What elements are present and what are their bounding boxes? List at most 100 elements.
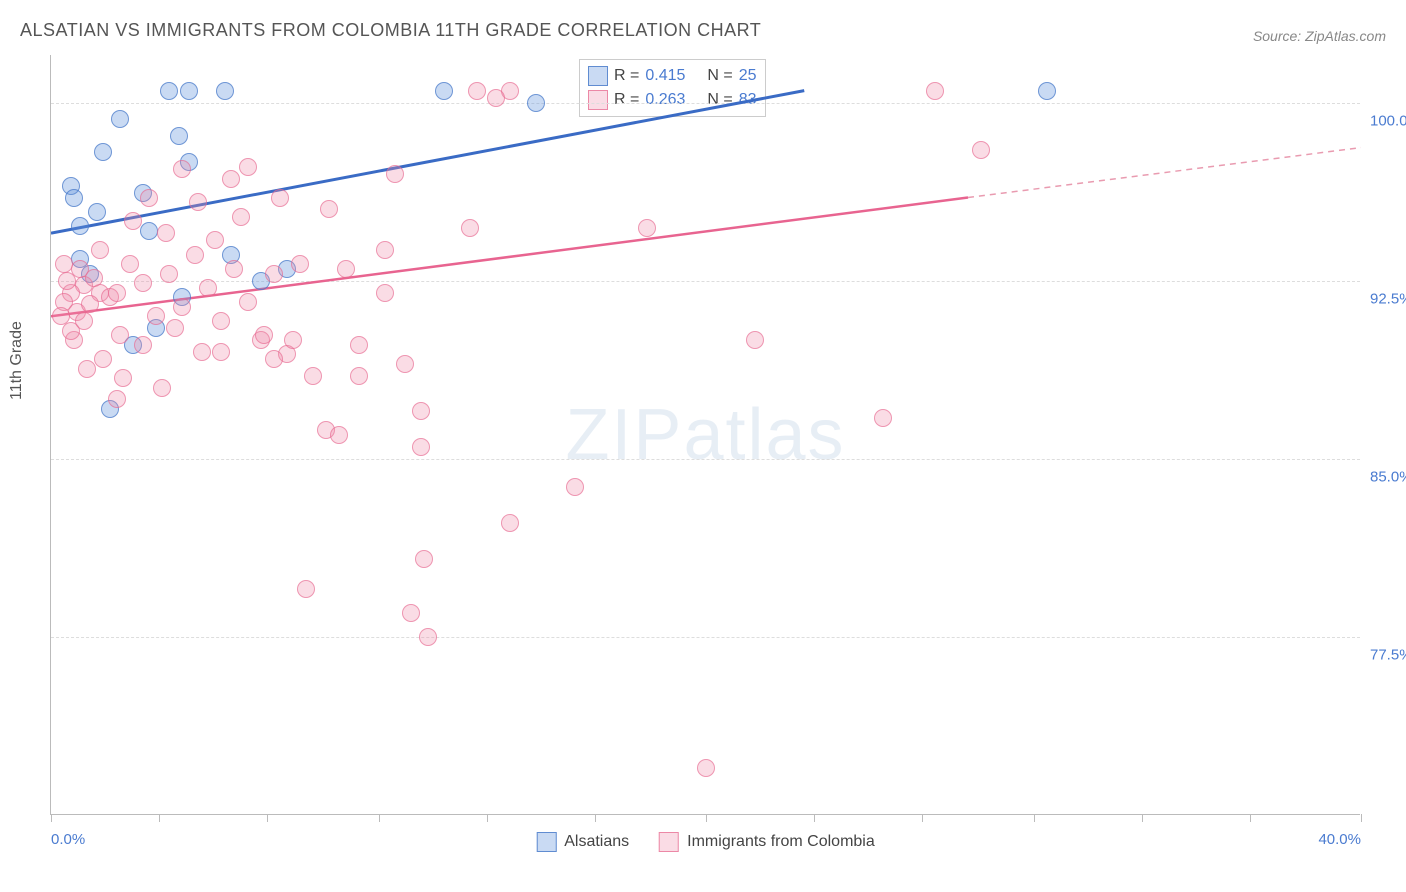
n-value: 25 xyxy=(739,67,757,85)
legend-swatch xyxy=(588,90,608,110)
legend-stat-row: R = 0.415 N = 25 xyxy=(588,64,757,88)
watermark-zip: ZIP xyxy=(565,395,683,475)
data-point xyxy=(232,208,250,226)
data-point xyxy=(85,269,103,287)
data-point xyxy=(461,219,479,237)
x-tick-label: 40.0% xyxy=(1318,831,1361,848)
x-tick xyxy=(706,814,707,822)
data-point xyxy=(412,402,430,420)
data-point xyxy=(255,326,273,344)
data-point xyxy=(566,478,584,496)
data-point xyxy=(111,326,129,344)
data-point xyxy=(435,82,453,100)
data-point xyxy=(173,298,191,316)
data-point xyxy=(180,82,198,100)
data-point xyxy=(350,367,368,385)
data-point xyxy=(170,127,188,145)
data-point xyxy=(81,295,99,313)
data-point xyxy=(1038,82,1056,100)
correlation-legend: R = 0.415 N = 25R = 0.263 N = 83 xyxy=(579,59,766,117)
data-point xyxy=(376,284,394,302)
data-point xyxy=(75,312,93,330)
data-point xyxy=(216,82,234,100)
data-point xyxy=(88,203,106,221)
data-point xyxy=(396,355,414,373)
data-point xyxy=(160,265,178,283)
n-label: N = xyxy=(707,91,732,109)
legend-label: Alsatians xyxy=(564,833,629,851)
gridline xyxy=(51,281,1360,282)
data-point xyxy=(147,307,165,325)
data-point xyxy=(166,319,184,337)
data-point xyxy=(212,343,230,361)
x-tick xyxy=(379,814,380,822)
data-point xyxy=(638,219,656,237)
y-tick-label: 92.5% xyxy=(1370,290,1406,307)
legend-label: Immigrants from Colombia xyxy=(687,833,875,851)
n-value: 83 xyxy=(739,91,757,109)
data-point xyxy=(199,279,217,297)
data-point xyxy=(320,200,338,218)
legend-swatch xyxy=(659,832,679,852)
data-point xyxy=(140,189,158,207)
x-tick xyxy=(159,814,160,822)
legend-item: Alsatians xyxy=(536,832,629,852)
data-point xyxy=(225,260,243,278)
data-point xyxy=(108,284,126,302)
x-tick xyxy=(51,814,52,822)
chart-title: ALSATIAN VS IMMIGRANTS FROM COLOMBIA 11T… xyxy=(20,20,761,41)
scatter-chart: ZIPatlas R =0.415N =25R =0.263N =83 Alsa… xyxy=(50,55,1360,815)
data-point xyxy=(376,241,394,259)
x-tick xyxy=(1361,814,1362,822)
legend-swatch xyxy=(536,832,556,852)
data-point xyxy=(114,369,132,387)
data-point xyxy=(402,604,420,622)
data-point xyxy=(468,82,486,100)
data-point xyxy=(189,193,207,211)
x-tick xyxy=(1142,814,1143,822)
data-point xyxy=(222,170,240,188)
data-point xyxy=(124,212,142,230)
data-point xyxy=(330,426,348,444)
x-tick xyxy=(267,814,268,822)
y-tick-label: 77.5% xyxy=(1370,646,1406,663)
data-point xyxy=(265,265,283,283)
r-label: R = xyxy=(614,67,639,85)
gridline xyxy=(51,459,1360,460)
data-point xyxy=(412,438,430,456)
x-tick-label: 0.0% xyxy=(51,831,85,848)
data-point xyxy=(111,110,129,128)
gridline xyxy=(51,637,1360,638)
data-point xyxy=(265,350,283,368)
watermark-atlas: atlas xyxy=(683,395,845,475)
data-point xyxy=(239,158,257,176)
legend-item: Immigrants from Colombia xyxy=(659,832,875,852)
n-label: N = xyxy=(707,67,732,85)
r-value: 0.263 xyxy=(645,91,685,109)
x-tick xyxy=(487,814,488,822)
data-point xyxy=(173,160,191,178)
legend-stat-row: R =0.263N =83 xyxy=(588,88,757,112)
data-point xyxy=(121,255,139,273)
data-point xyxy=(186,246,204,264)
data-point xyxy=(134,336,152,354)
data-point xyxy=(160,82,178,100)
data-point xyxy=(193,343,211,361)
data-point xyxy=(65,189,83,207)
y-tick-label: 100.0% xyxy=(1370,112,1406,129)
data-point xyxy=(487,89,505,107)
data-point xyxy=(91,241,109,259)
data-point xyxy=(291,255,309,273)
data-point xyxy=(415,550,433,568)
data-point xyxy=(350,336,368,354)
data-point xyxy=(297,580,315,598)
r-value: 0.415 xyxy=(645,67,685,85)
x-tick xyxy=(814,814,815,822)
data-point xyxy=(108,390,126,408)
data-point xyxy=(78,360,96,378)
data-point xyxy=(501,514,519,532)
source-label: Source: ZipAtlas.com xyxy=(1253,28,1386,44)
watermark: ZIPatlas xyxy=(565,394,845,476)
series-legend: Alsatians Immigrants from Colombia xyxy=(536,832,875,852)
x-tick xyxy=(595,814,596,822)
